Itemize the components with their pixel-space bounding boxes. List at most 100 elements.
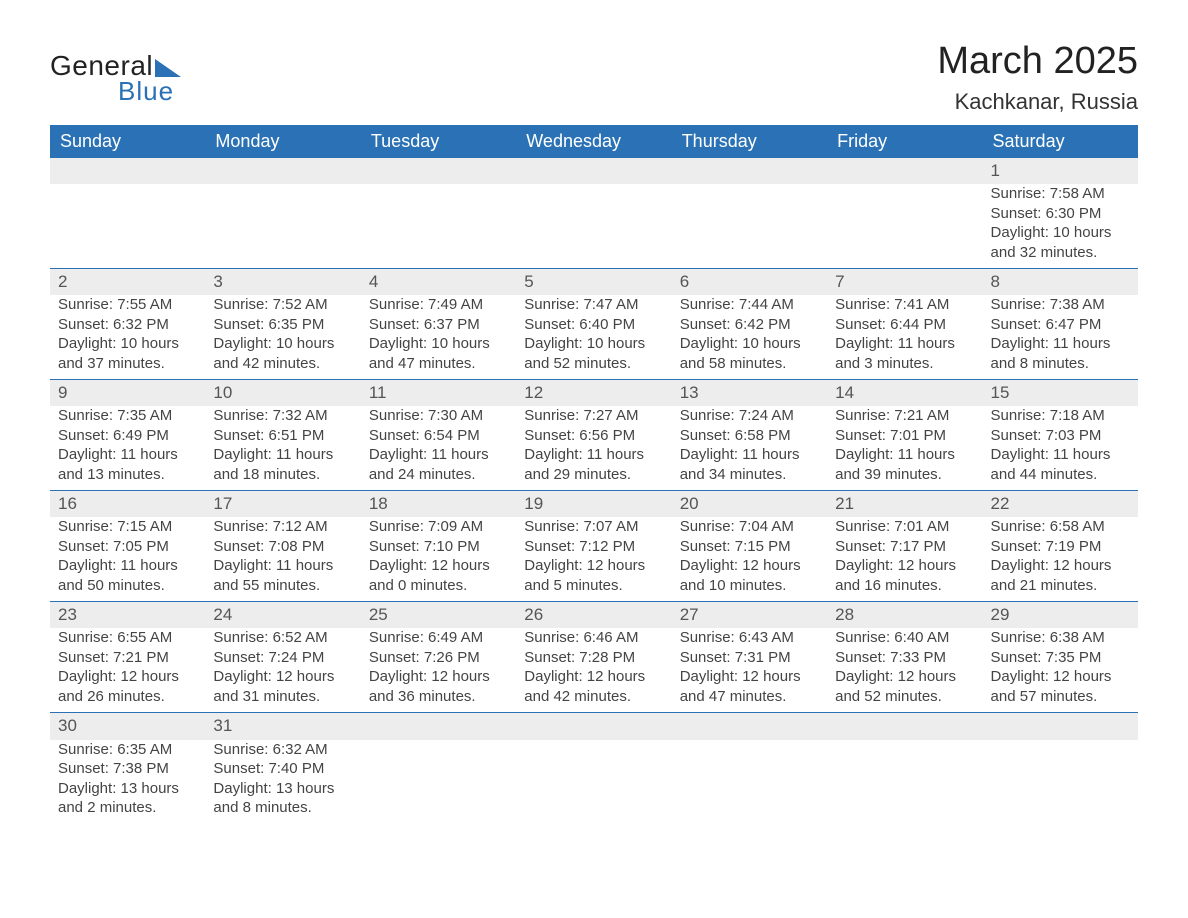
day-number-cell: 17 <box>205 491 360 518</box>
day-number-cell: 11 <box>361 380 516 407</box>
daynum-row: 9101112131415 <box>50 380 1138 407</box>
day-sunset: Sunset: 7:19 PM <box>991 537 1130 557</box>
day-details-cell: Sunrise: 7:18 AMSunset: 7:03 PMDaylight:… <box>983 406 1138 491</box>
day-d1: Daylight: 12 hours <box>991 556 1130 576</box>
day-sunrise: Sunrise: 7:38 AM <box>991 295 1130 315</box>
details-row: Sunrise: 7:55 AMSunset: 6:32 PMDaylight:… <box>50 295 1138 380</box>
day-sunrise: Sunrise: 6:49 AM <box>369 628 508 648</box>
day-sunset: Sunset: 6:42 PM <box>680 315 819 335</box>
day-number-cell: 25 <box>361 602 516 629</box>
calendar-table: Sunday Monday Tuesday Wednesday Thursday… <box>50 125 1138 824</box>
day-number-cell: 20 <box>672 491 827 518</box>
day-d1: Daylight: 11 hours <box>58 445 197 465</box>
day-d2: and 21 minutes. <box>991 576 1130 596</box>
day-number-cell: 6 <box>672 269 827 296</box>
day-details-cell: Sunrise: 7:38 AMSunset: 6:47 PMDaylight:… <box>983 295 1138 380</box>
day-sunrise: Sunrise: 7:24 AM <box>680 406 819 426</box>
day-d2: and 36 minutes. <box>369 687 508 707</box>
day-number-cell: 21 <box>827 491 982 518</box>
day-sunrise: Sunrise: 6:55 AM <box>58 628 197 648</box>
day-sunset: Sunset: 7:28 PM <box>524 648 663 668</box>
day-sunrise: Sunrise: 6:38 AM <box>991 628 1130 648</box>
details-row: Sunrise: 7:58 AMSunset: 6:30 PMDaylight:… <box>50 184 1138 269</box>
day-sunrise: Sunrise: 6:52 AM <box>213 628 352 648</box>
day-details-cell <box>205 184 360 269</box>
day-sunrise: Sunrise: 6:46 AM <box>524 628 663 648</box>
day-details-cell: Sunrise: 7:09 AMSunset: 7:10 PMDaylight:… <box>361 517 516 602</box>
day-details-cell: Sunrise: 7:24 AMSunset: 6:58 PMDaylight:… <box>672 406 827 491</box>
day-number-cell: 22 <box>983 491 1138 518</box>
day-d2: and 57 minutes. <box>991 687 1130 707</box>
day-sunrise: Sunrise: 7:49 AM <box>369 295 508 315</box>
day-sunrise: Sunrise: 7:47 AM <box>524 295 663 315</box>
weekday-header: Friday <box>827 125 982 158</box>
day-details-cell <box>361 184 516 269</box>
day-sunset: Sunset: 7:10 PM <box>369 537 508 557</box>
details-row: Sunrise: 7:35 AMSunset: 6:49 PMDaylight:… <box>50 406 1138 491</box>
day-sunset: Sunset: 6:37 PM <box>369 315 508 335</box>
day-number-cell: 29 <box>983 602 1138 629</box>
day-d2: and 10 minutes. <box>680 576 819 596</box>
day-d1: Daylight: 10 hours <box>213 334 352 354</box>
day-details-cell: Sunrise: 7:41 AMSunset: 6:44 PMDaylight:… <box>827 295 982 380</box>
day-sunset: Sunset: 7:38 PM <box>58 759 197 779</box>
day-sunset: Sunset: 7:01 PM <box>835 426 974 446</box>
day-d2: and 26 minutes. <box>58 687 197 707</box>
day-d2: and 8 minutes. <box>991 354 1130 374</box>
weekday-header: Tuesday <box>361 125 516 158</box>
day-d1: Daylight: 12 hours <box>991 667 1130 687</box>
day-d1: Daylight: 10 hours <box>58 334 197 354</box>
day-sunrise: Sunrise: 7:27 AM <box>524 406 663 426</box>
day-number-cell: 15 <box>983 380 1138 407</box>
day-d2: and 31 minutes. <box>213 687 352 707</box>
day-sunset: Sunset: 7:05 PM <box>58 537 197 557</box>
day-number-cell <box>516 158 671 184</box>
day-details-cell <box>516 740 671 824</box>
day-details-cell: Sunrise: 7:21 AMSunset: 7:01 PMDaylight:… <box>827 406 982 491</box>
title-block: March 2025 Kachkanar, Russia <box>937 40 1138 115</box>
details-row: Sunrise: 7:15 AMSunset: 7:05 PM Daylight:… <box>50 517 1138 602</box>
day-d2: and 52 minutes. <box>835 687 974 707</box>
day-number-cell <box>361 713 516 740</box>
day-number-cell: 4 <box>361 269 516 296</box>
day-sunset: Sunset: 7:08 PM <box>213 537 352 557</box>
day-number-cell: 24 <box>205 602 360 629</box>
day-sunrise: Sunrise: 7:18 AM <box>991 406 1130 426</box>
day-details-cell: Sunrise: 6:35 AMSunset: 7:38 PMDaylight:… <box>50 740 205 824</box>
day-number-cell: 18 <box>361 491 516 518</box>
day-d1: Daylight: 12 hours <box>369 556 508 576</box>
day-d2: and 2 minutes. <box>58 798 197 818</box>
day-details-cell: Sunrise: 6:55 AMSunset: 7:21 PMDaylight:… <box>50 628 205 713</box>
day-details-cell <box>516 184 671 269</box>
day-sunset: Sunset: 7:24 PM <box>213 648 352 668</box>
day-d1: Daylight: 12 hours <box>680 667 819 687</box>
day-sunrise: Sunrise: 7:32 AM <box>213 406 352 426</box>
day-sunrise: Sunrise: 7:09 AM <box>369 517 508 537</box>
day-d1: Daylight: 11 hours <box>680 445 819 465</box>
day-details-cell: Sunrise: 7:55 AMSunset: 6:32 PMDaylight:… <box>50 295 205 380</box>
day-d1: Daylight: 11 hours <box>213 556 352 576</box>
day-d1: Daylight: 10 hours <box>991 223 1130 243</box>
day-d2: and 0 minutes. <box>369 576 508 596</box>
day-d1: Daylight: 11 hours <box>991 334 1130 354</box>
logo: General Blue <box>50 50 181 107</box>
day-d1: Daylight: 12 hours <box>213 667 352 687</box>
day-sunset: Sunset: 6:58 PM <box>680 426 819 446</box>
day-d1: Daylight: 10 hours <box>680 334 819 354</box>
weekday-header-row: Sunday Monday Tuesday Wednesday Thursday… <box>50 125 1138 158</box>
day-number-cell: 10 <box>205 380 360 407</box>
day-sunset: Sunset: 7:33 PM <box>835 648 974 668</box>
day-number-cell: 12 <box>516 380 671 407</box>
day-d1: Daylight: 12 hours <box>524 556 663 576</box>
day-number-cell: 13 <box>672 380 827 407</box>
day-number-cell <box>50 158 205 184</box>
day-details-cell <box>361 740 516 824</box>
day-sunrise: Sunrise: 7:15 AM <box>58 517 197 537</box>
day-d1: Daylight: 13 hours <box>213 779 352 799</box>
daynum-row: 16171819202122 <box>50 491 1138 518</box>
day-sunrise: Sunrise: 6:32 AM <box>213 740 352 760</box>
day-d1: Daylight: 12 hours <box>835 667 974 687</box>
month-title: March 2025 <box>937 40 1138 83</box>
day-d2: and 32 minutes. <box>991 243 1130 263</box>
day-number-cell: 31 <box>205 713 360 740</box>
